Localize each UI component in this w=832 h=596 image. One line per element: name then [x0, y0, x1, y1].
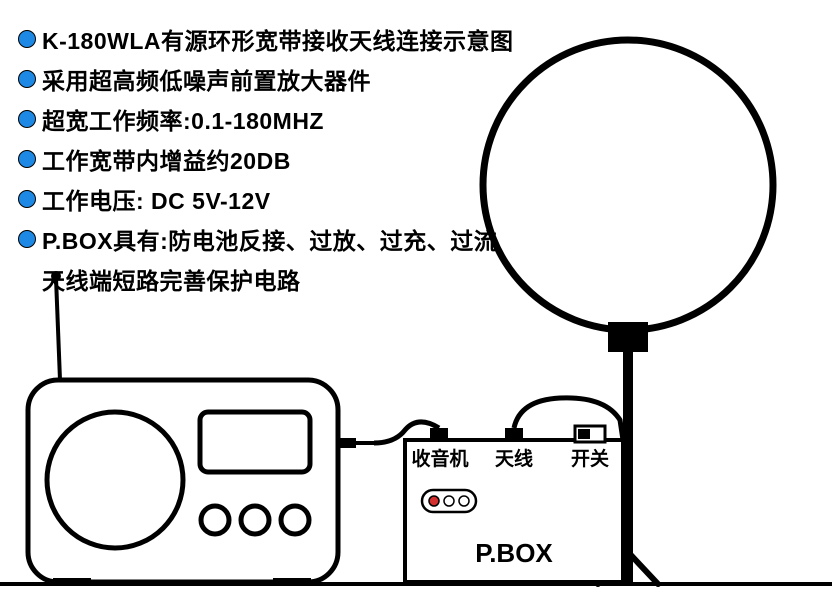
pbox-jack-ant: [505, 428, 523, 442]
pbox-jack-radio: [430, 428, 448, 442]
pbox-led-2: [444, 496, 454, 506]
cable-ant: [514, 398, 623, 440]
radio-foot-right: [273, 578, 311, 586]
radio-knob-1: [201, 506, 229, 534]
pbox-switch-knob: [578, 429, 590, 439]
radio-antenna: [56, 278, 60, 380]
pbox-label-switch: 开关: [571, 447, 609, 470]
pbox-title: P.BOX: [475, 538, 553, 568]
pbox-label-radio: 收音机: [411, 447, 468, 470]
radio-speaker: [47, 412, 183, 548]
loop-antenna: [483, 40, 773, 330]
pbox-led-1: [429, 496, 439, 506]
radio-display: [200, 412, 310, 472]
radio-foot-left: [53, 578, 91, 586]
radio-jack: [338, 438, 356, 448]
radio-knob-2: [241, 506, 269, 534]
pbox-led-3: [459, 496, 469, 506]
connection-diagram: 收音机 天线 开关 P.BOX: [0, 0, 832, 596]
radio-knob-3: [281, 506, 309, 534]
pbox-label-ant: 天线: [495, 447, 533, 470]
loop-connector: [608, 322, 648, 352]
radio-antenna-tip: [51, 271, 61, 281]
